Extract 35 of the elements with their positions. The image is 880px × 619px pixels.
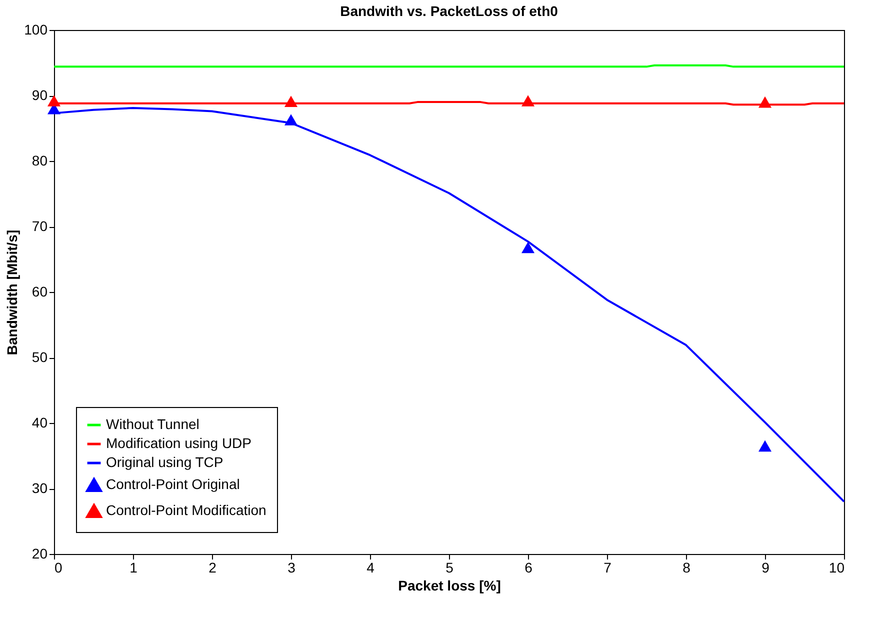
chart-title: Bandwith vs. PacketLoss of eth0 xyxy=(340,3,558,19)
point xyxy=(47,95,61,106)
y-tick-label: 60 xyxy=(32,284,48,300)
x-tick-label: 2 xyxy=(208,560,217,576)
y-tick-label: 80 xyxy=(32,152,48,168)
y-tick-label: 40 xyxy=(32,414,48,430)
x-tick-label: 8 xyxy=(682,560,691,576)
point xyxy=(521,95,535,106)
point xyxy=(758,440,772,452)
x-axis-title: Packet loss [%] xyxy=(398,578,501,594)
legend-label: Control-Point Modification xyxy=(106,502,266,518)
legend-label: Without Tunnel xyxy=(106,416,200,432)
y-tick-label: 20 xyxy=(32,546,48,562)
x-tick-label: 5 xyxy=(446,560,454,576)
y-tick-label: 50 xyxy=(32,349,48,365)
x-tick-label: 6 xyxy=(524,560,533,576)
x-tick-label: 3 xyxy=(288,560,296,576)
point xyxy=(284,96,298,108)
x-tick-label: 0 xyxy=(54,560,62,576)
y-tick-label: 70 xyxy=(32,218,48,234)
point xyxy=(284,114,298,126)
x-tick-label: 10 xyxy=(828,560,845,576)
point xyxy=(521,242,535,254)
legend-label: Modification using UDP xyxy=(106,435,252,451)
x-tick-label: 9 xyxy=(762,560,770,576)
x-tick-label: 4 xyxy=(366,560,375,576)
y-axis-title: Bandwidth [Mbit/s] xyxy=(4,230,20,356)
y-tick-label: 100 xyxy=(24,22,48,38)
y-tick-label: 30 xyxy=(32,480,48,496)
x-tick-label: 7 xyxy=(604,560,612,576)
point xyxy=(758,96,772,108)
x-tick-label: 1 xyxy=(130,560,138,576)
legend-label: Original using TCP xyxy=(106,454,224,470)
legend-label: Control-Point Original xyxy=(106,476,240,492)
y-tick-label: 90 xyxy=(32,87,48,103)
